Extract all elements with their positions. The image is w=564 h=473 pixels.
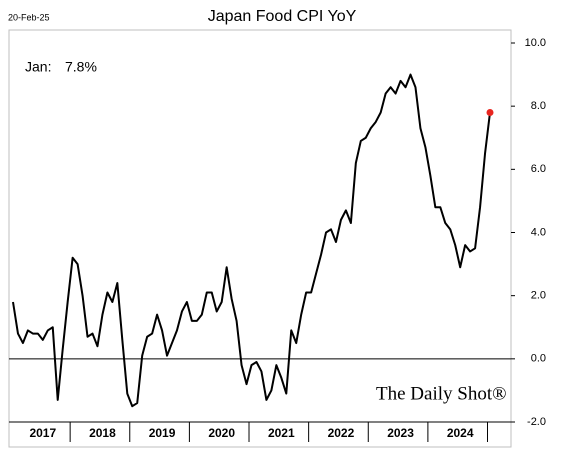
y-tick-label: 6.0 xyxy=(531,163,546,175)
line xyxy=(12,73,491,408)
frame xyxy=(8,29,512,448)
y-tick-label: 10.0 xyxy=(525,37,546,49)
x-tick-label: 2017 xyxy=(29,426,56,440)
y-tick-label: -2.0 xyxy=(527,416,546,428)
brand: The Daily Shot® xyxy=(376,383,507,404)
y-tick-label: 4.0 xyxy=(531,226,546,238)
y-tick-label: 0.0 xyxy=(531,353,546,365)
annotation-value: 7.8% xyxy=(65,59,97,75)
x-tick-label: 2021 xyxy=(268,426,295,440)
last-point xyxy=(486,108,494,116)
x-tick-label: 2024 xyxy=(447,426,474,440)
chart-title: Japan Food CPI YoY xyxy=(208,8,357,25)
y-tick-label: 2.0 xyxy=(531,290,546,302)
annotation-label: Jan: xyxy=(25,59,51,75)
x-tick-label: 2022 xyxy=(328,426,355,440)
x-tick-label: 2019 xyxy=(149,426,176,440)
x-tick-label: 2023 xyxy=(387,426,414,440)
y-tick-label: 8.0 xyxy=(531,100,546,112)
x-tick-label: 2020 xyxy=(208,426,235,440)
chart-date: 20-Feb-25 xyxy=(8,12,50,22)
x-tick-label: 2018 xyxy=(89,426,116,440)
